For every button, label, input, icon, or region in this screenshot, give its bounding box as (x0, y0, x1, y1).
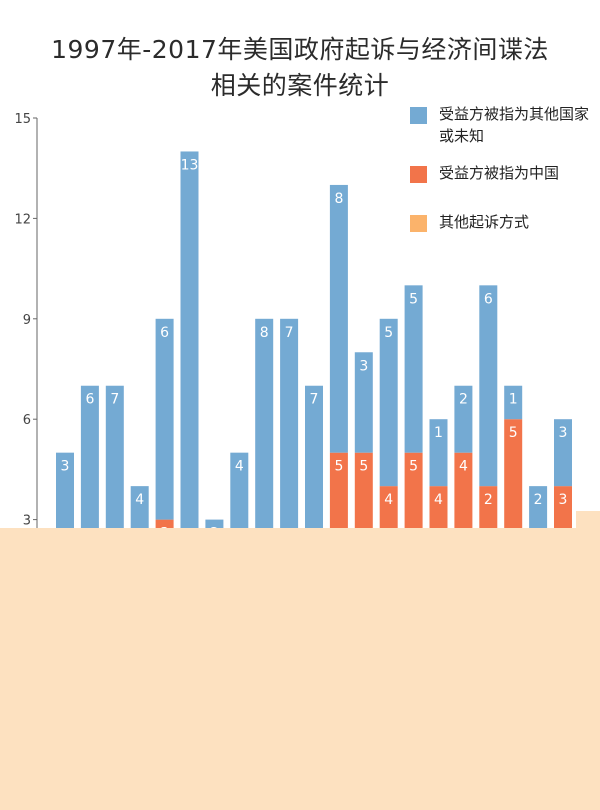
bar-label-china: 5 (359, 459, 368, 475)
bar-label-other: 6 (160, 325, 169, 341)
legend-swatch-other (410, 107, 427, 124)
legend-label-china: 受益方被指为中国 (439, 164, 560, 182)
bar-label-other: 6 (85, 392, 94, 408)
bar-label-other: 3 (61, 459, 70, 475)
bar-other (155, 318, 174, 520)
overlay-panel-notch (576, 511, 600, 528)
legend-item-other: 受益方被指为其他国家或未知 (410, 103, 589, 147)
y-tick-label: 9 (23, 313, 31, 328)
bar-other (479, 285, 498, 487)
legend-swatch-other-method (410, 215, 427, 232)
bar-label-other: 7 (310, 392, 319, 408)
legend-item-china: 受益方被指为中国 (410, 162, 589, 184)
bar-label-china: 5 (334, 459, 343, 475)
y-tick-label: 15 (14, 112, 31, 127)
bar-other (404, 285, 423, 453)
bar-label-other: 13 (181, 157, 199, 173)
bar-label-other: 5 (384, 325, 393, 341)
overlay-panel (0, 528, 600, 810)
bar-other (379, 318, 398, 487)
bar-label-china: 2 (484, 492, 493, 508)
bar-other (429, 419, 448, 487)
bar-label-other: 4 (235, 459, 244, 475)
bar-other (554, 419, 572, 487)
bar-label-china: 5 (509, 425, 518, 441)
legend-item-other-method: 其他起诉方式 (410, 211, 589, 233)
bar-label-other: 5 (409, 291, 418, 307)
bar-label-other: 2 (534, 492, 543, 508)
bar-label-other: 2 (459, 392, 468, 408)
legend-swatch-china (410, 166, 427, 183)
y-tick-label: 6 (23, 413, 31, 428)
bar-label-china: 3 (559, 492, 568, 508)
bar-label-china: 4 (459, 459, 468, 475)
chart-title-line1: 1997年-2017年美国政府起诉与经济间谍法 (51, 35, 549, 64)
bar-other (354, 352, 373, 453)
bar-label-other: 1 (509, 392, 518, 408)
bar-label-other: 8 (260, 325, 269, 341)
bar-label-other: 3 (359, 358, 368, 374)
bar-other (180, 151, 199, 620)
legend-label-other: 受益方被指为其他国家或未知 (439, 105, 590, 145)
bar-other (504, 385, 523, 420)
bar-label-other: 3 (559, 425, 568, 441)
y-tick-label: 3 (23, 514, 31, 529)
bar-other (454, 385, 473, 453)
bar-label-other: 1 (434, 425, 443, 441)
bar-label-china: 4 (434, 492, 443, 508)
bar-label-china: 5 (409, 459, 418, 475)
bar-other (329, 184, 348, 453)
bar-label-other: 7 (110, 392, 119, 408)
bar-label-other: 8 (334, 191, 343, 207)
bar-label-other: 4 (135, 492, 144, 508)
y-tick-label: 12 (14, 212, 31, 227)
bar-label-other: 7 (285, 325, 294, 341)
bar-label-other: 6 (484, 291, 493, 307)
chart-title-line2: 相关的案件统计 (210, 71, 390, 100)
bar-label-china: 4 (384, 492, 393, 508)
legend-label-other-method: 其他起诉方式 (439, 213, 530, 231)
